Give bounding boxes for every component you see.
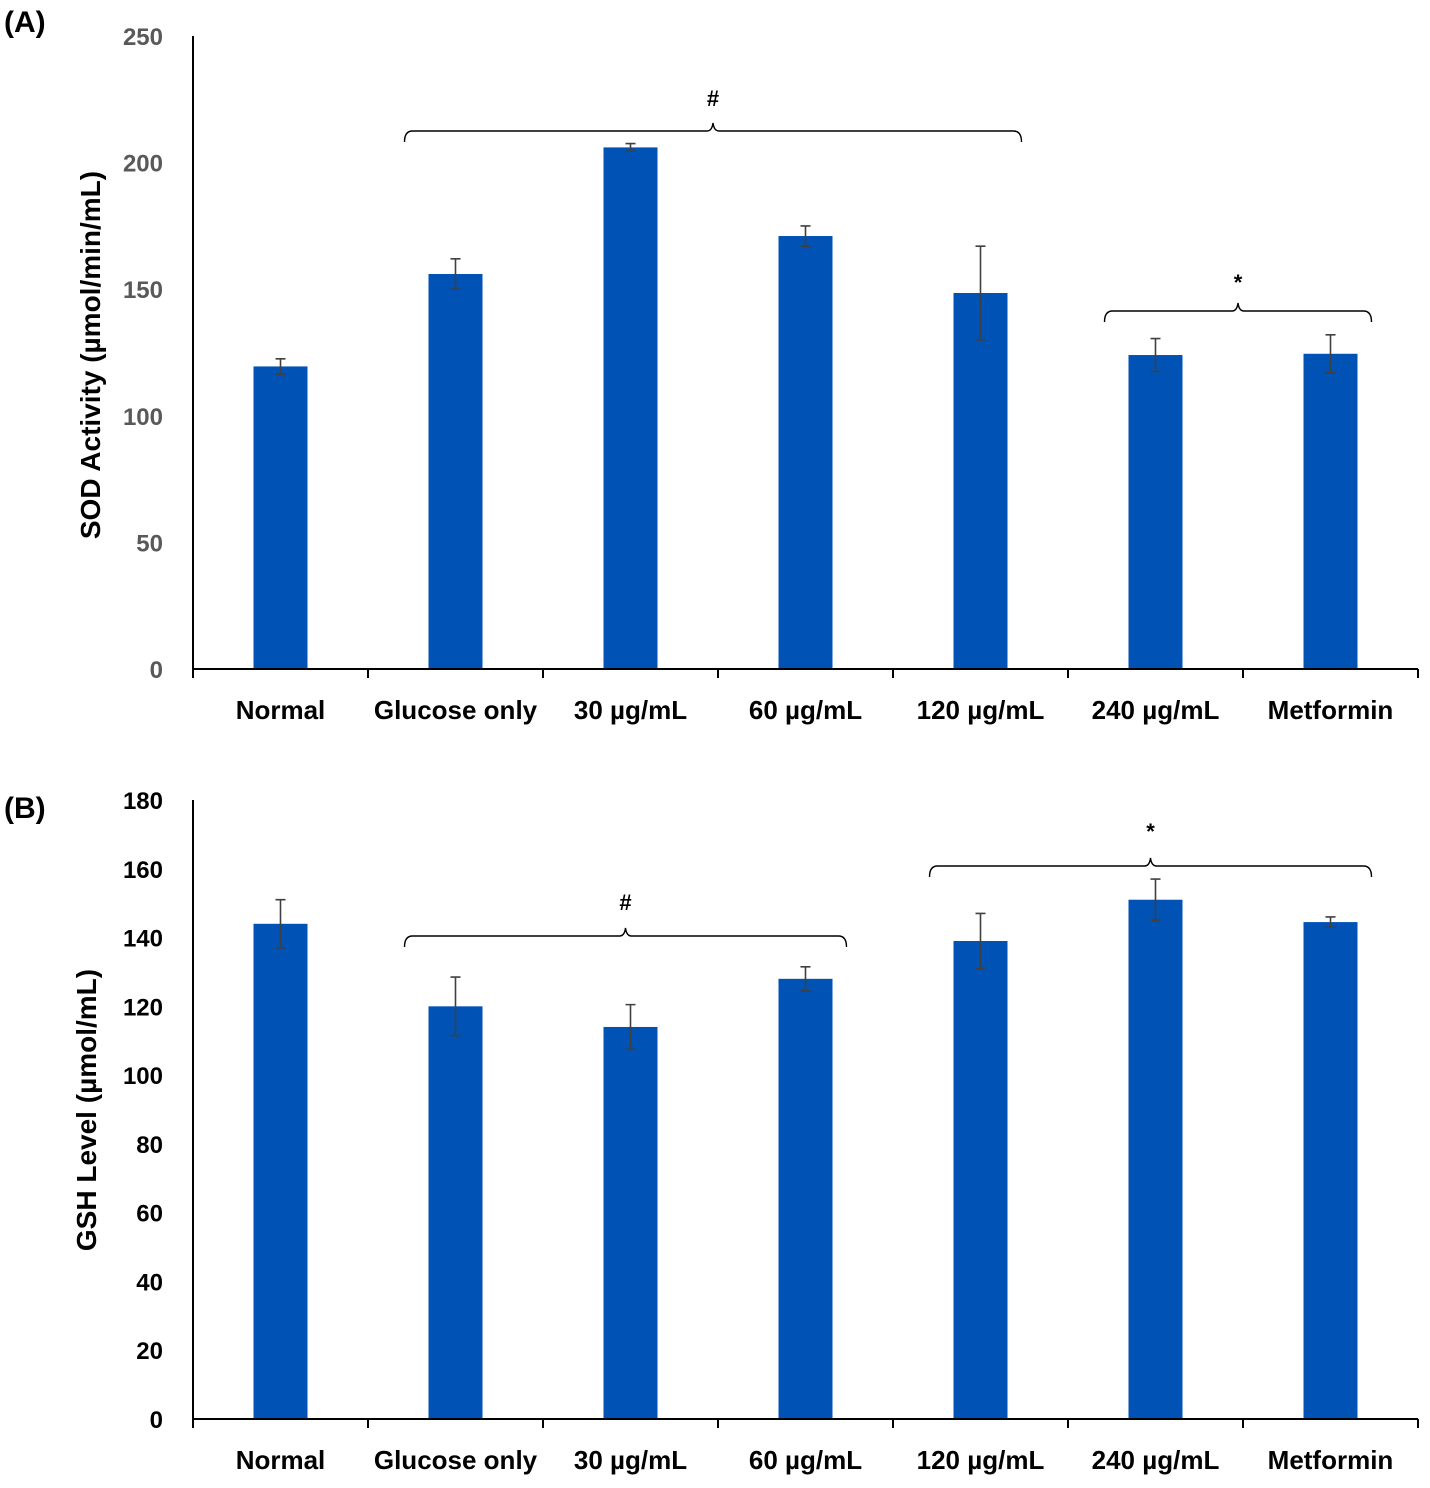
x-tick-labels: Normal Glucose only 30 µg/mL 60 µg/mL 120 µg… bbox=[236, 1445, 1394, 1475]
error-bar bbox=[450, 258, 461, 290]
x-tick-label: Glucose only bbox=[374, 695, 538, 725]
y-tick-label: 40 bbox=[136, 1269, 163, 1296]
x-tick-labels: Normal Glucose only 30 µg/mL 60 µg/mL 120 µg… bbox=[236, 695, 1394, 725]
bar bbox=[1303, 353, 1358, 669]
y-tick-label: 160 bbox=[123, 857, 163, 884]
significance-annotations: #* bbox=[403, 819, 1373, 948]
y-tick-label: 0 bbox=[150, 1407, 163, 1434]
y-tick-labels: 0 50 100 150 200 250 bbox=[123, 24, 163, 684]
panel-label: (A) bbox=[4, 6, 46, 39]
y-tick-label: 200 bbox=[123, 151, 163, 178]
bar bbox=[778, 978, 833, 1419]
bar bbox=[428, 1006, 483, 1419]
x-tick-label: 120 µg/mL bbox=[917, 1445, 1045, 1475]
error-bar bbox=[800, 225, 811, 247]
panel-label: (B) bbox=[4, 792, 46, 825]
bar bbox=[953, 292, 1008, 669]
bars bbox=[253, 899, 1358, 1419]
significance-brace bbox=[403, 927, 848, 948]
significance-brace bbox=[403, 122, 1023, 143]
axes bbox=[192, 800, 1419, 1428]
y-tick-label: 50 bbox=[136, 530, 163, 557]
error-bars bbox=[275, 142, 1336, 375]
error-bar bbox=[275, 358, 286, 375]
y-tick-label: 0 bbox=[150, 657, 163, 684]
bar bbox=[1128, 899, 1183, 1419]
x-tick-label: 240 µg/mL bbox=[1092, 1445, 1220, 1475]
y-tick-label: 140 bbox=[123, 926, 163, 953]
x-tick-label: 30 µg/mL bbox=[574, 695, 687, 725]
x-tick-label: 60 µg/mL bbox=[749, 1445, 862, 1475]
significance-symbol: # bbox=[619, 890, 631, 915]
error-bar bbox=[275, 898, 286, 949]
bars bbox=[253, 147, 1358, 669]
error-bar bbox=[625, 1003, 636, 1051]
error-bar bbox=[1150, 337, 1161, 373]
x-tick-label: Normal bbox=[236, 695, 326, 725]
x-tick-label: Metformin bbox=[1268, 1445, 1394, 1475]
x-tick-label: 30 µg/mL bbox=[574, 1445, 687, 1475]
y-tick-label: 20 bbox=[136, 1338, 163, 1365]
significance-symbol: * bbox=[1234, 270, 1243, 295]
bar bbox=[778, 236, 833, 669]
bar bbox=[253, 923, 308, 1419]
x-tick-label: 60 µg/mL bbox=[749, 695, 862, 725]
significance-annotations: #* bbox=[403, 86, 1373, 323]
x-tick-label: Normal bbox=[236, 1445, 326, 1475]
y-tick-label: 100 bbox=[123, 1063, 163, 1090]
error-bars bbox=[275, 878, 1336, 1051]
x-tick-label: Glucose only bbox=[374, 1445, 538, 1475]
bar bbox=[428, 274, 483, 669]
x-tick-label: 120 µg/mL bbox=[917, 695, 1045, 725]
significance-brace bbox=[928, 857, 1373, 878]
significance-symbol: # bbox=[707, 86, 719, 111]
error-bar bbox=[1325, 333, 1336, 374]
y-tick-label: 80 bbox=[136, 1132, 163, 1159]
y-tick-label: 100 bbox=[123, 404, 163, 431]
significance-symbol: * bbox=[1146, 819, 1155, 844]
bar bbox=[253, 366, 308, 669]
error-bar bbox=[450, 976, 461, 1037]
y-tick-label: 180 bbox=[123, 788, 163, 815]
bar bbox=[603, 147, 658, 669]
x-tick-label: Metformin bbox=[1268, 695, 1394, 725]
bar bbox=[953, 940, 1008, 1419]
significance-brace bbox=[1103, 302, 1373, 323]
error-bar bbox=[975, 245, 986, 341]
error-bar bbox=[1325, 916, 1336, 929]
axes bbox=[192, 36, 1419, 678]
y-axis-label: SOD Activity (µmol/min/mL) bbox=[75, 171, 106, 539]
x-tick-label: 240 µg/mL bbox=[1092, 695, 1220, 725]
bar bbox=[1128, 355, 1183, 669]
chart-panel-b: (B) GSH Level (µmol/mL) 0 20 40 60 80 100 120 1… bbox=[4, 788, 1419, 1475]
error-bar bbox=[1150, 878, 1161, 922]
error-bar bbox=[625, 142, 636, 153]
chart-panel-a: (A) SOD Activity (µmol/min/mL) 0 50 100 150… bbox=[4, 6, 1419, 725]
error-bar bbox=[975, 912, 986, 970]
y-tick-label: 150 bbox=[123, 277, 163, 304]
y-tick-label: 120 bbox=[123, 994, 163, 1021]
y-tick-label: 60 bbox=[136, 1201, 163, 1228]
bar bbox=[1303, 922, 1358, 1419]
y-tick-labels: 0 20 40 60 80 100 120 140 160 180 bbox=[123, 788, 163, 1434]
error-bar bbox=[800, 965, 811, 992]
y-tick-label: 250 bbox=[123, 24, 163, 51]
bar bbox=[603, 1026, 658, 1419]
y-axis-label: GSH Level (µmol/mL) bbox=[71, 969, 102, 1251]
